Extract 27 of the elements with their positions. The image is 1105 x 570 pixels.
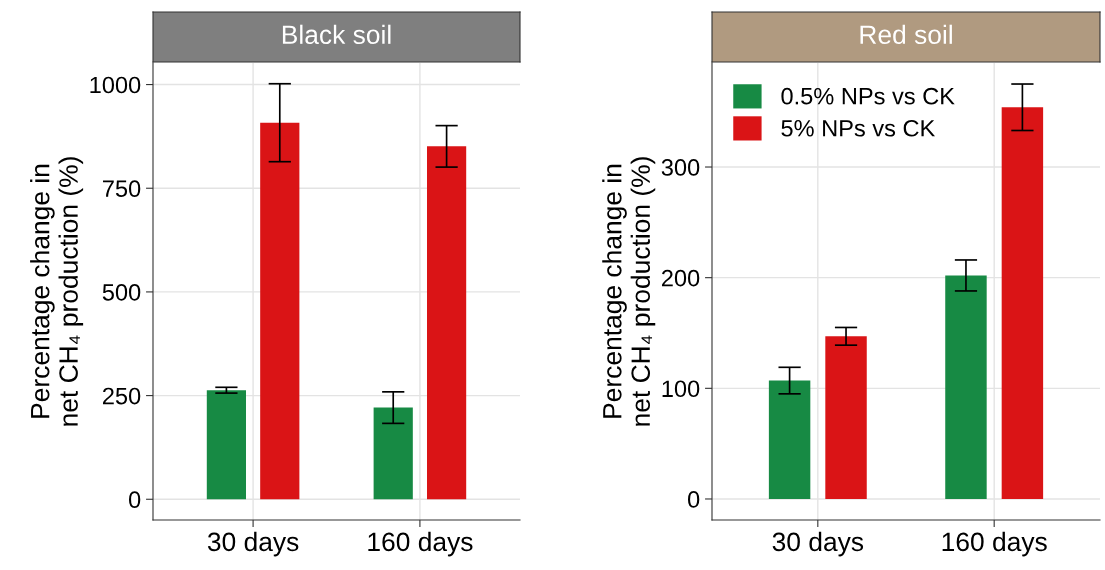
y-axis-title: Percentage change in net CH₄ production (%)	[602, 157, 656, 426]
y-tick-label: 500	[102, 283, 141, 301]
x-tick-label: 160 days	[942, 531, 1047, 557]
chart-title: Red soil	[860, 24, 952, 45]
y-tick-label: 750	[103, 180, 141, 198]
bar	[206, 390, 246, 500]
y-tick-label: 0	[687, 491, 700, 508]
y-tick-label: 0	[128, 491, 141, 509]
x-tick-label: 30 days	[772, 531, 864, 557]
x-tick-label: 30 days	[207, 531, 299, 557]
x-tick-label: 160 days	[368, 531, 473, 557]
y-axis-title: Percentage change in net CH₄ production (%)	[30, 157, 84, 426]
bar	[825, 336, 867, 499]
bar	[1001, 107, 1044, 499]
bar	[373, 407, 413, 500]
y-tick-label: 300	[661, 159, 700, 176]
bar	[945, 275, 987, 499]
y-tick-label: 250	[102, 387, 141, 405]
y-tick-label: 200	[661, 269, 700, 287]
y-tick-label: 1000	[90, 76, 141, 94]
bar	[768, 380, 811, 499]
legend-label: 5% NPs vs CK	[781, 119, 936, 137]
y-tick-label: 100	[662, 380, 700, 398]
bar	[260, 122, 300, 500]
legend-label: 0.5% NPs vs CK	[781, 87, 955, 105]
chart-title: Black soil	[282, 24, 391, 45]
bar	[427, 146, 467, 500]
